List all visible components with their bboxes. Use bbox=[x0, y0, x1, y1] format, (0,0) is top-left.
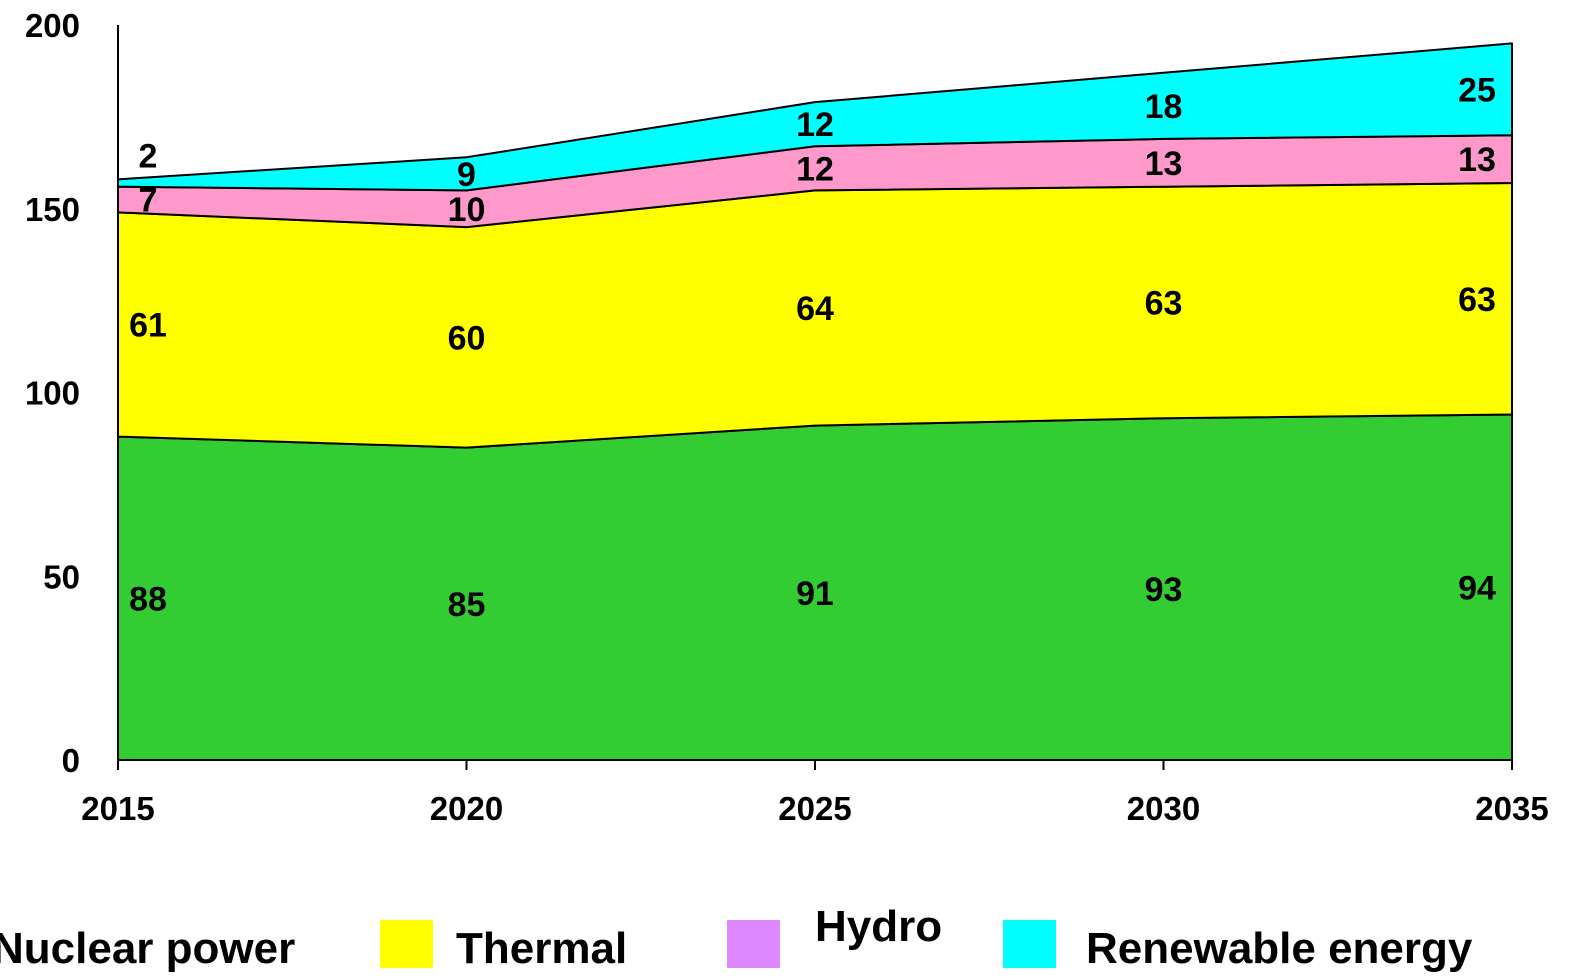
y-tick-label: 100 bbox=[25, 375, 80, 412]
y-tick-label: 200 bbox=[25, 7, 80, 44]
data-label-nuclear-power: 91 bbox=[796, 575, 834, 613]
data-label-thermal: 63 bbox=[1145, 284, 1183, 322]
legend-swatch-hydro bbox=[727, 920, 780, 968]
data-label-nuclear-power: 88 bbox=[129, 580, 167, 618]
data-label-nuclear-power: 93 bbox=[1145, 571, 1183, 609]
x-tick-labels: 2015 2020 2025 2030 2035 bbox=[81, 790, 1548, 827]
data-label-thermal: 63 bbox=[1458, 281, 1496, 319]
data-label-hydro: 10 bbox=[448, 191, 486, 229]
area-renewable-energy bbox=[117, 42, 1513, 192]
y-tick-labels: 0 50 100 150 200 bbox=[25, 7, 80, 779]
x-tick-label: 2015 bbox=[81, 790, 154, 827]
legend-label-nuclear-power: Nuclear power bbox=[0, 924, 295, 973]
y-tick-label: 0 bbox=[62, 742, 80, 779]
legend-swatch-thermal bbox=[380, 920, 433, 968]
x-tick-label: 2035 bbox=[1475, 790, 1548, 827]
data-label-hydro: 13 bbox=[1458, 141, 1496, 179]
data-label-hydro: 12 bbox=[796, 150, 834, 188]
legend-label-renewable-energy: Renewable energy bbox=[1086, 924, 1473, 973]
data-label-renewable-energy: 2 bbox=[139, 137, 158, 175]
data-label-thermal: 60 bbox=[448, 319, 486, 357]
axes bbox=[117, 25, 1513, 770]
x-tick-label: 2020 bbox=[430, 790, 503, 827]
legend: Nuclear power Thermal Hydro Renewable energ… bbox=[0, 902, 1473, 973]
y-tick-label: 150 bbox=[25, 191, 80, 228]
data-labels: 88 85 91 93 94 61 60 64 63 63 7 10 12 13 13 2 9 12 18 25 bbox=[129, 71, 1496, 624]
x-tick-label: 2030 bbox=[1127, 790, 1200, 827]
y-tick-label: 50 bbox=[43, 558, 80, 595]
data-label-hydro: 13 bbox=[1145, 145, 1183, 183]
legend-swatch-renewable-energy bbox=[1003, 920, 1056, 968]
data-label-nuclear-power: 85 bbox=[448, 586, 486, 624]
x-tick-label: 2025 bbox=[778, 790, 851, 827]
data-label-renewable-energy: 9 bbox=[457, 156, 476, 194]
data-label-thermal: 61 bbox=[129, 307, 167, 345]
data-label-nuclear-power: 94 bbox=[1458, 569, 1496, 607]
series-areas bbox=[117, 42, 1513, 761]
legend-label-thermal: Thermal bbox=[456, 924, 627, 973]
data-label-hydro: 7 bbox=[139, 182, 158, 220]
data-label-thermal: 64 bbox=[796, 290, 834, 328]
legend-label-hydro: Hydro bbox=[815, 902, 942, 951]
data-label-renewable-energy: 18 bbox=[1145, 88, 1183, 126]
data-label-renewable-energy: 12 bbox=[796, 106, 834, 144]
data-label-renewable-energy: 25 bbox=[1458, 71, 1496, 109]
